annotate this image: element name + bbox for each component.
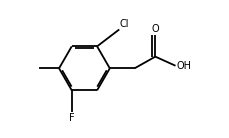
Text: F: F xyxy=(69,113,74,123)
Text: Cl: Cl xyxy=(119,19,129,29)
Text: OH: OH xyxy=(175,61,190,71)
Text: O: O xyxy=(151,24,158,34)
